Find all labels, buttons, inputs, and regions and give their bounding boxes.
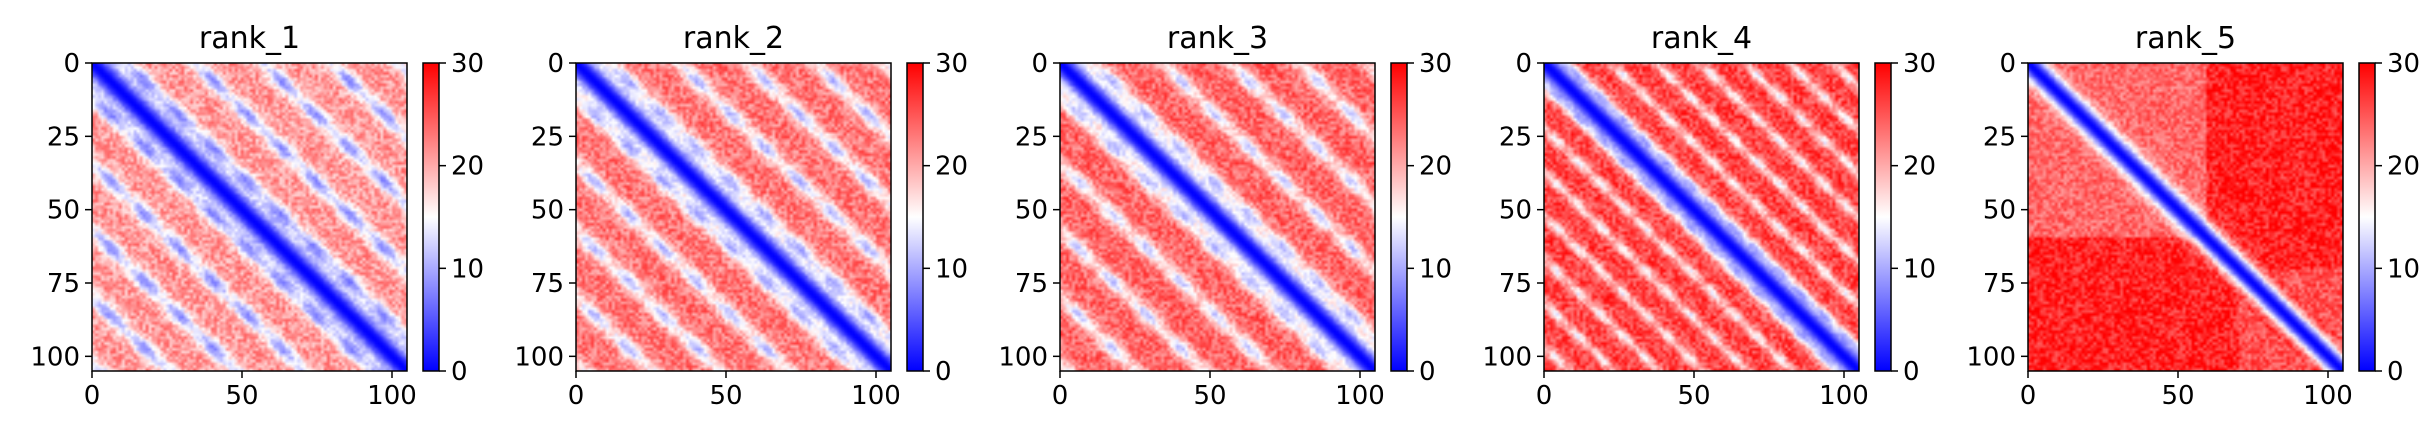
panel-title: rank_5: [2135, 21, 2236, 56]
colorbar-tick-label: 30: [1903, 49, 1936, 79]
colorbar-tick-label: 30: [451, 49, 484, 79]
axes-frame: [2027, 62, 2344, 372]
colorbar-tick-label: 20: [1419, 152, 1452, 182]
y-tick-label: 75: [531, 269, 564, 299]
y-tick-label: 100: [30, 342, 80, 372]
heatmap-image: [2028, 63, 2343, 371]
y-tick-label: 75: [1983, 269, 2016, 299]
y-tick-label: 75: [1015, 269, 1048, 299]
colorbar: [906, 62, 924, 372]
y-tick-label: 25: [1499, 122, 1532, 152]
y-tick-label: 25: [1015, 122, 1048, 152]
colorbar-tick-label: 20: [935, 152, 968, 182]
y-tick-label: 25: [1983, 122, 2016, 152]
x-tick-label: 50: [1677, 381, 1710, 411]
colorbar-tick-label: 0: [1419, 357, 1436, 387]
colorbar: [1390, 62, 1408, 372]
y-tick-label: 100: [1482, 342, 1532, 372]
panel-title: rank_3: [1167, 21, 1268, 56]
y-tick-label: 0: [63, 49, 80, 79]
colorbar-tick-label: 10: [1419, 254, 1452, 284]
colorbar-tick-label: 10: [2387, 254, 2420, 284]
colorbar: [1874, 62, 1892, 372]
colorbar: [422, 62, 440, 372]
panel-title: rank_2: [683, 21, 784, 56]
heatmap-image: [576, 63, 891, 371]
colorbar-tick-label: 10: [451, 254, 484, 284]
x-tick-label: 100: [851, 381, 901, 411]
x-tick-label: 0: [84, 381, 101, 411]
y-tick-label: 75: [1499, 269, 1532, 299]
y-tick-label: 0: [1515, 49, 1532, 79]
x-tick-label: 100: [1819, 381, 1869, 411]
colorbar-tick-label: 10: [935, 254, 968, 284]
x-tick-label: 0: [1536, 381, 1553, 411]
y-tick-label: 25: [47, 122, 80, 152]
x-tick-label: 50: [709, 381, 742, 411]
colorbar-tick-label: 10: [1903, 254, 1936, 284]
colorbar-tick-label: 20: [1903, 152, 1936, 182]
colorbar-tick-label: 0: [2387, 357, 2404, 387]
y-tick-label: 50: [47, 196, 80, 226]
colorbar-tick-label: 0: [935, 357, 952, 387]
axes-frame: [1059, 62, 1376, 372]
y-tick-label: 0: [1031, 49, 1048, 79]
colorbar-tick-label: 30: [935, 49, 968, 79]
colorbar-tick-label: 0: [1903, 357, 1920, 387]
x-tick-label: 100: [1335, 381, 1385, 411]
y-tick-label: 50: [1499, 196, 1532, 226]
x-tick-label: 50: [225, 381, 258, 411]
panel-title: rank_4: [1651, 21, 1752, 56]
axes-frame: [575, 62, 892, 372]
x-tick-label: 0: [568, 381, 585, 411]
heatmap-image: [1060, 63, 1375, 371]
x-tick-label: 0: [1052, 381, 1069, 411]
x-tick-label: 0: [2020, 381, 2037, 411]
y-tick-label: 100: [514, 342, 564, 372]
x-tick-label: 100: [367, 381, 417, 411]
y-tick-label: 25: [531, 122, 564, 152]
axes-frame: [1543, 62, 1860, 372]
x-tick-label: 50: [1193, 381, 1226, 411]
y-tick-label: 100: [998, 342, 1048, 372]
y-tick-label: 0: [1999, 49, 2016, 79]
axes-frame: [91, 62, 408, 372]
colorbar-tick-label: 30: [1419, 49, 1452, 79]
y-tick-label: 50: [531, 196, 564, 226]
colorbar-tick-label: 0: [451, 357, 468, 387]
y-tick-label: 50: [1983, 196, 2016, 226]
colorbar-tick-label: 20: [2387, 152, 2420, 182]
x-tick-label: 50: [2161, 381, 2194, 411]
heatmap-image: [1544, 63, 1859, 371]
y-tick-label: 50: [1015, 196, 1048, 226]
heatmap-image: [92, 63, 407, 371]
colorbar-tick-label: 30: [2387, 49, 2420, 79]
y-tick-label: 0: [547, 49, 564, 79]
y-tick-label: 100: [1966, 342, 2016, 372]
y-tick-label: 75: [47, 269, 80, 299]
x-tick-label: 100: [2303, 381, 2353, 411]
colorbar-tick-label: 20: [451, 152, 484, 182]
colorbar: [2358, 62, 2376, 372]
panel-title: rank_1: [199, 21, 300, 56]
